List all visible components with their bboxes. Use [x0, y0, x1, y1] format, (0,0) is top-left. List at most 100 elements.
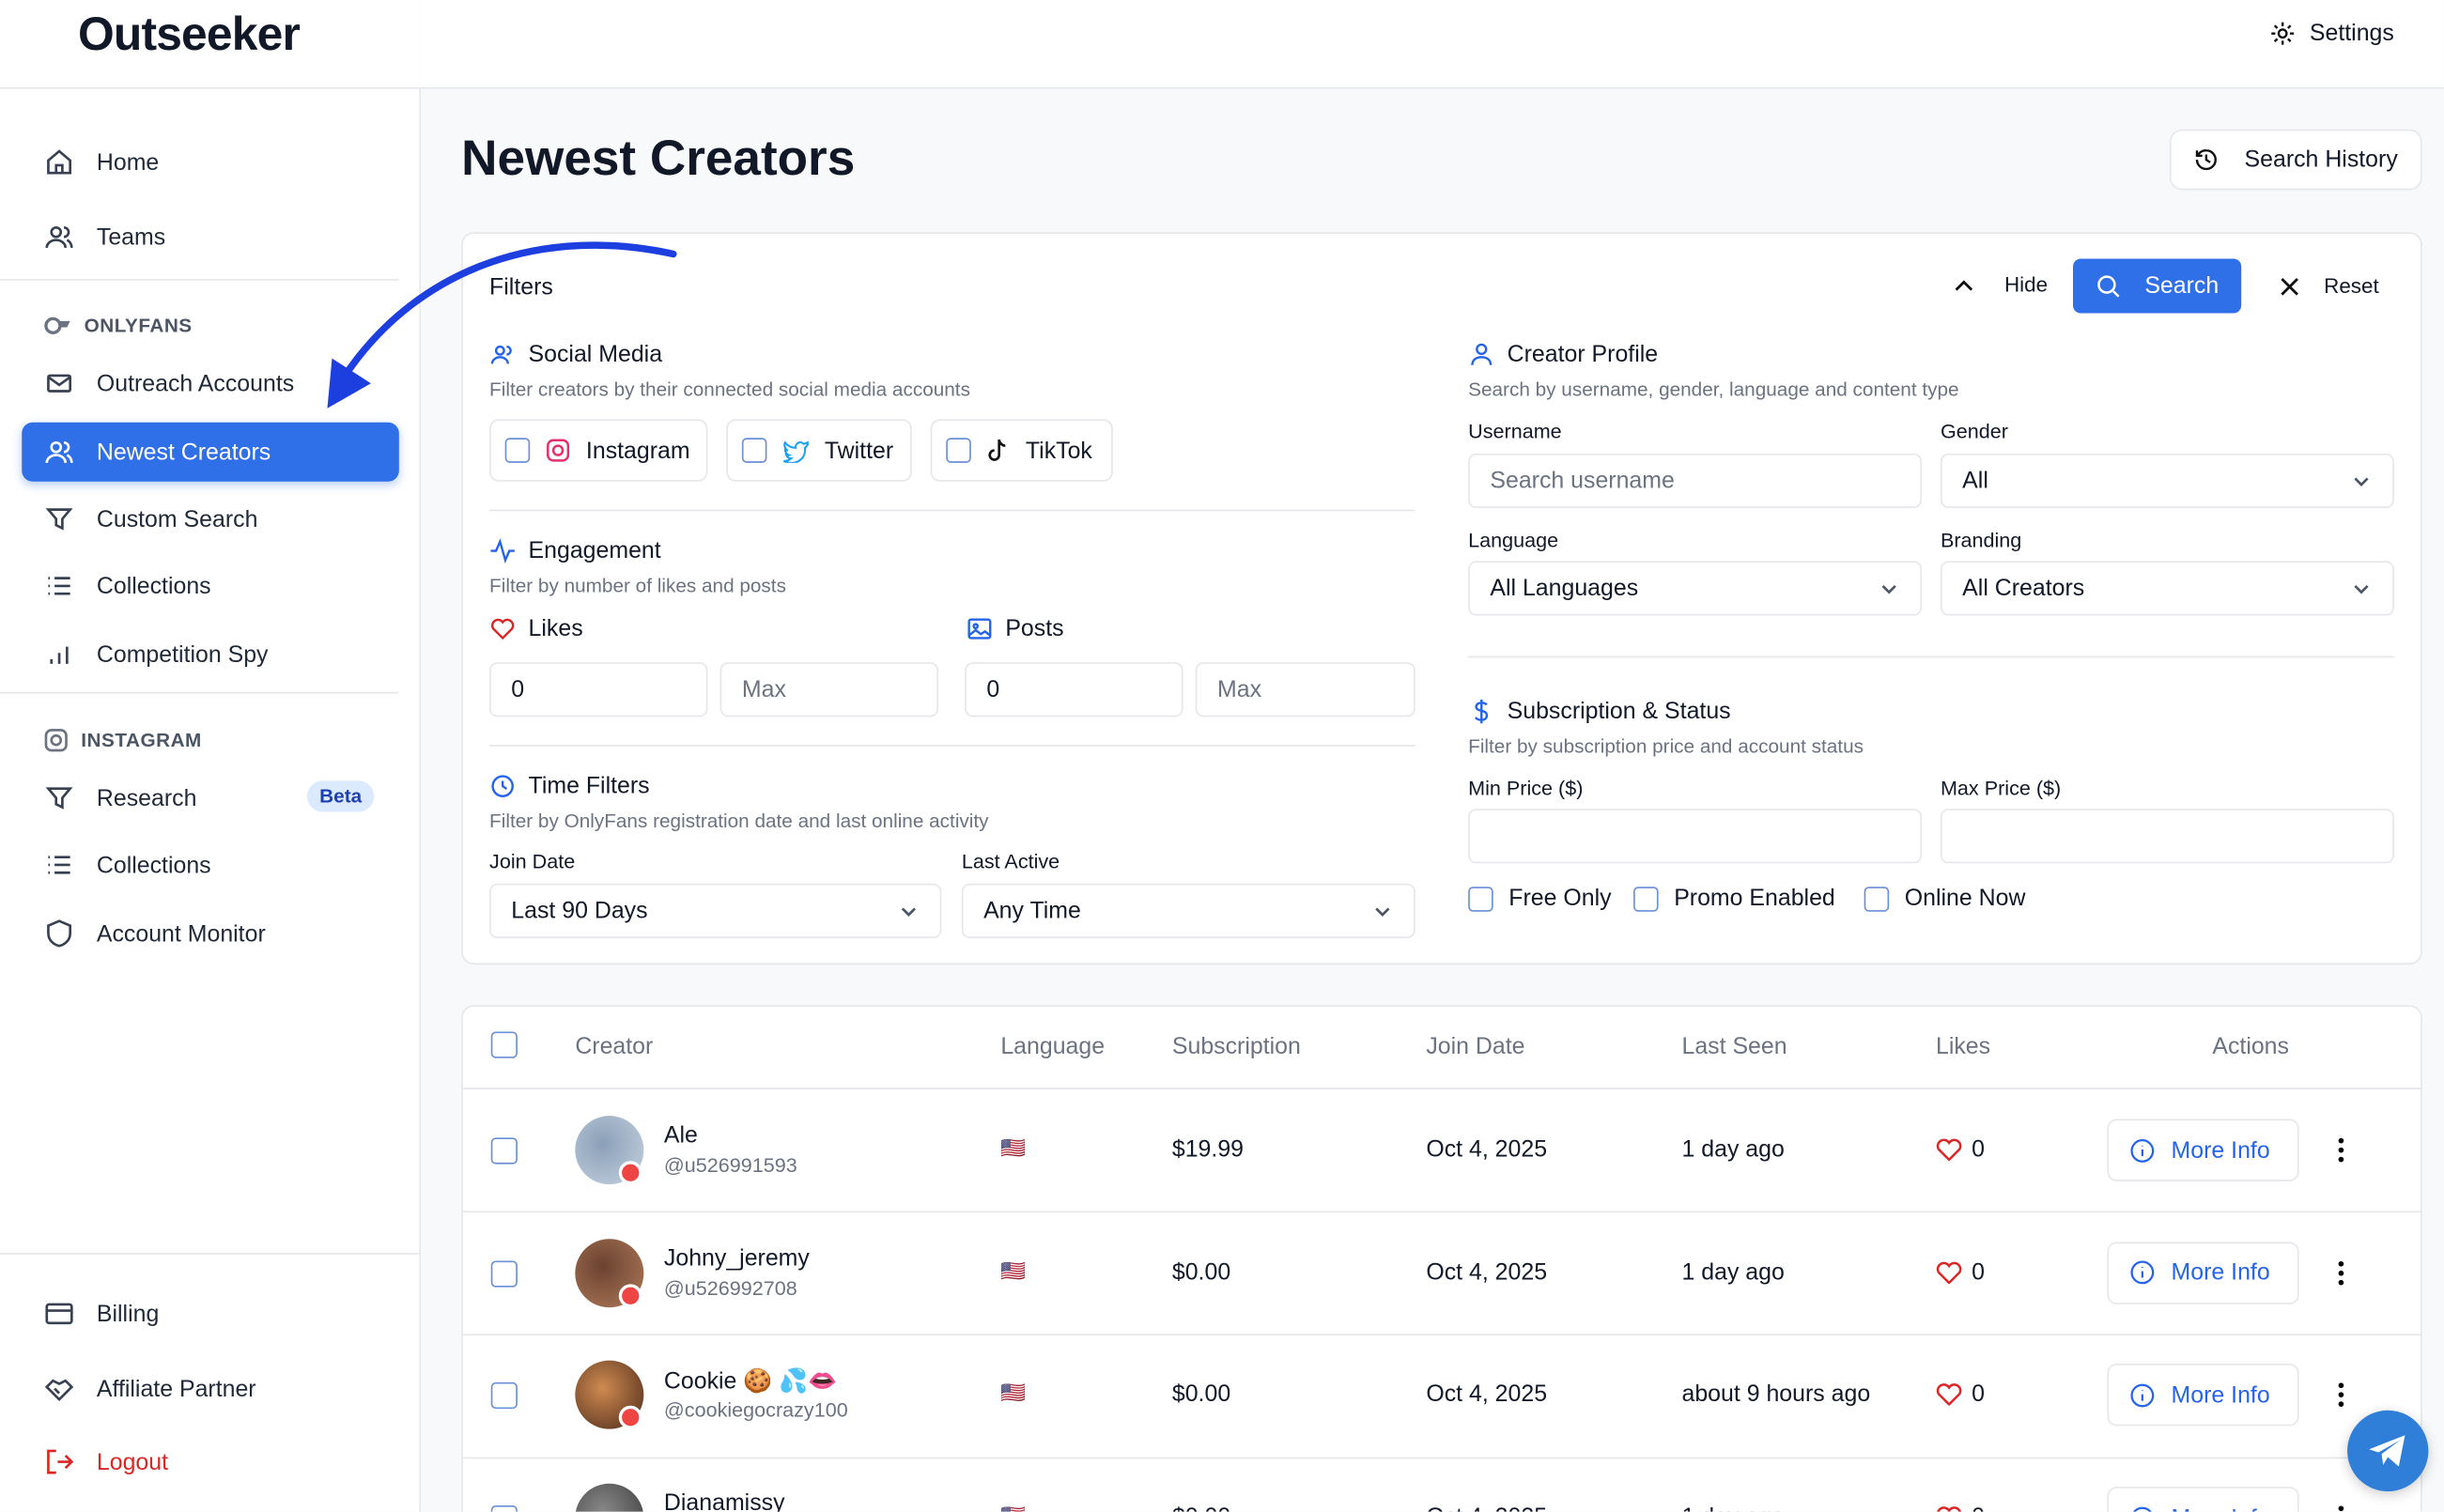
checkbox[interactable]: [741, 438, 767, 463]
button-label: Hide: [2003, 272, 2049, 297]
max-price-input[interactable]: [1940, 809, 2394, 864]
social-option[interactable]: TikTok: [930, 419, 1113, 482]
nav-label: Outreach Accounts: [96, 370, 295, 397]
checkbox[interactable]: [1468, 886, 1493, 911]
language: 🇺🇸: [1000, 1381, 1027, 1405]
last-active-select[interactable]: Any Time: [961, 883, 1415, 938]
gender-select[interactable]: All: [1940, 453, 2394, 508]
more-info-button[interactable]: More Info: [2107, 1364, 2299, 1427]
icon: [988, 439, 1006, 461]
icon: [490, 345, 512, 364]
nav-item-active[interactable]: Newest Creators: [43, 435, 271, 470]
row-checkbox[interactable]: [490, 1505, 518, 1512]
nav-item[interactable]: Outreach Accounts: [43, 366, 294, 401]
row-menu[interactable]: [2338, 1260, 2344, 1293]
option-label: Instagram: [585, 437, 690, 464]
social-option[interactable]: Twitter: [726, 419, 912, 482]
reset-button[interactable]: Reset: [2281, 274, 2379, 298]
likes-max-input[interactable]: Max: [719, 662, 938, 717]
section-label: Creator Profile: [1507, 341, 1659, 368]
settings-label: Settings: [2309, 20, 2394, 47]
button-label: Search: [2144, 272, 2220, 300]
row-divider: [462, 1456, 2421, 1458]
min-price-input[interactable]: [1468, 809, 1923, 864]
nav-item[interactable]: Collections: [43, 569, 211, 604]
status-dot: [618, 1161, 642, 1185]
divider: [489, 745, 1415, 747]
nav-item-logout[interactable]: Logout: [43, 1444, 168, 1479]
section-heading: INSTAGRAM: [43, 728, 201, 753]
divider: [0, 1253, 420, 1255]
likes-min-input[interactable]: 0: [489, 662, 708, 717]
option-label: Online Now: [1904, 885, 2026, 912]
language: 🇺🇸: [1000, 1504, 1026, 1511]
row-menu[interactable]: [2338, 1505, 2344, 1512]
nav-item[interactable]: Research: [43, 780, 196, 815]
nav-item[interactable]: Affiliate Partner: [43, 1371, 256, 1406]
status-option[interactable]: Promo Enabled: [1633, 886, 1835, 912]
beta-badge: Beta: [306, 780, 375, 812]
checkbox[interactable]: [504, 438, 531, 463]
row-menu[interactable]: [2338, 1383, 2344, 1416]
icon: [47, 149, 72, 175]
nav-item[interactable]: Teams: [43, 220, 165, 255]
settings-button[interactable]: Settings: [2269, 21, 2394, 47]
nav-item[interactable]: Billing: [43, 1297, 159, 1332]
icon: [2130, 1260, 2155, 1285]
select-all-checkbox[interactable]: [490, 1031, 518, 1058]
likes: 0: [1936, 1258, 1985, 1285]
field-label: Username: [1468, 419, 1562, 443]
row-menu[interactable]: [2338, 1137, 2344, 1170]
search-history-button[interactable]: Search History: [2169, 129, 2422, 191]
branding-select[interactable]: All Creators: [1940, 561, 2394, 616]
telegram-button[interactable]: [2347, 1410, 2429, 1492]
search-button[interactable]: Search: [2073, 258, 2242, 314]
nav-label: Research: [96, 784, 197, 811]
row-checkbox[interactable]: [490, 1382, 518, 1410]
row-checkbox[interactable]: [490, 1259, 518, 1288]
section-description: Filter by number of likes and posts: [489, 575, 786, 597]
social-option[interactable]: Instagram: [489, 419, 708, 482]
language-select[interactable]: All Languages: [1468, 561, 1923, 616]
status-dot: [618, 1283, 642, 1307]
option-label: TikTok: [1025, 437, 1092, 464]
checkbox[interactable]: [1633, 886, 1659, 911]
join-date-select[interactable]: Last 90 Days: [489, 883, 942, 938]
icon: [47, 374, 72, 393]
nav-item[interactable]: Custom Search: [43, 501, 257, 536]
button-label: More Info: [2171, 1136, 2270, 1164]
posts-max-input[interactable]: Max: [1195, 662, 1415, 717]
brand-logo[interactable]: Outseeker: [77, 8, 301, 61]
input-placeholder: Max: [1216, 676, 1262, 703]
more-info-button[interactable]: More Info: [2107, 1487, 2299, 1512]
join-date: Oct 4, 2025: [1426, 1381, 1548, 1409]
sidebar: Outseeker Home Teams ONLYFANS Outreach A…: [0, 0, 422, 1512]
hide-button[interactable]: Hide: [1955, 272, 2048, 296]
checkbox[interactable]: [946, 438, 971, 463]
posts-min-input[interactable]: 0: [965, 662, 1183, 717]
row-checkbox[interactable]: [490, 1137, 518, 1165]
creator-handle: @cookiegocrazy100: [663, 1398, 848, 1423]
checkbox[interactable]: [1864, 886, 1890, 911]
icon: [2195, 149, 2217, 171]
input-value: 0: [986, 676, 1000, 703]
status-option[interactable]: Online Now: [1864, 885, 2026, 912]
status-option[interactable]: Free Only: [1468, 885, 1612, 912]
username-input[interactable]: Search username: [1468, 453, 1923, 508]
section-label: ONLYFANS: [84, 315, 193, 337]
button-label: More Info: [2172, 1504, 2270, 1511]
option-label: Free Only: [1508, 885, 1612, 912]
more-info-button[interactable]: More Info: [2107, 1242, 2299, 1304]
nav-item[interactable]: Competition Spy: [43, 638, 269, 672]
icon: [491, 775, 514, 797]
nav-item[interactable]: Collections: [43, 848, 211, 883]
nav-item[interactable]: Home: [43, 145, 159, 179]
creator-name: Johny_jeremy: [663, 1244, 810, 1272]
divider: [0, 691, 399, 694]
more-info-button[interactable]: More Info: [2107, 1119, 2299, 1181]
likes-count: 0: [1972, 1258, 1985, 1286]
join-date: Oct 4, 2025: [1426, 1135, 1548, 1163]
icon: [2338, 1505, 2344, 1512]
nav-item[interactable]: Account Monitor: [43, 917, 266, 951]
